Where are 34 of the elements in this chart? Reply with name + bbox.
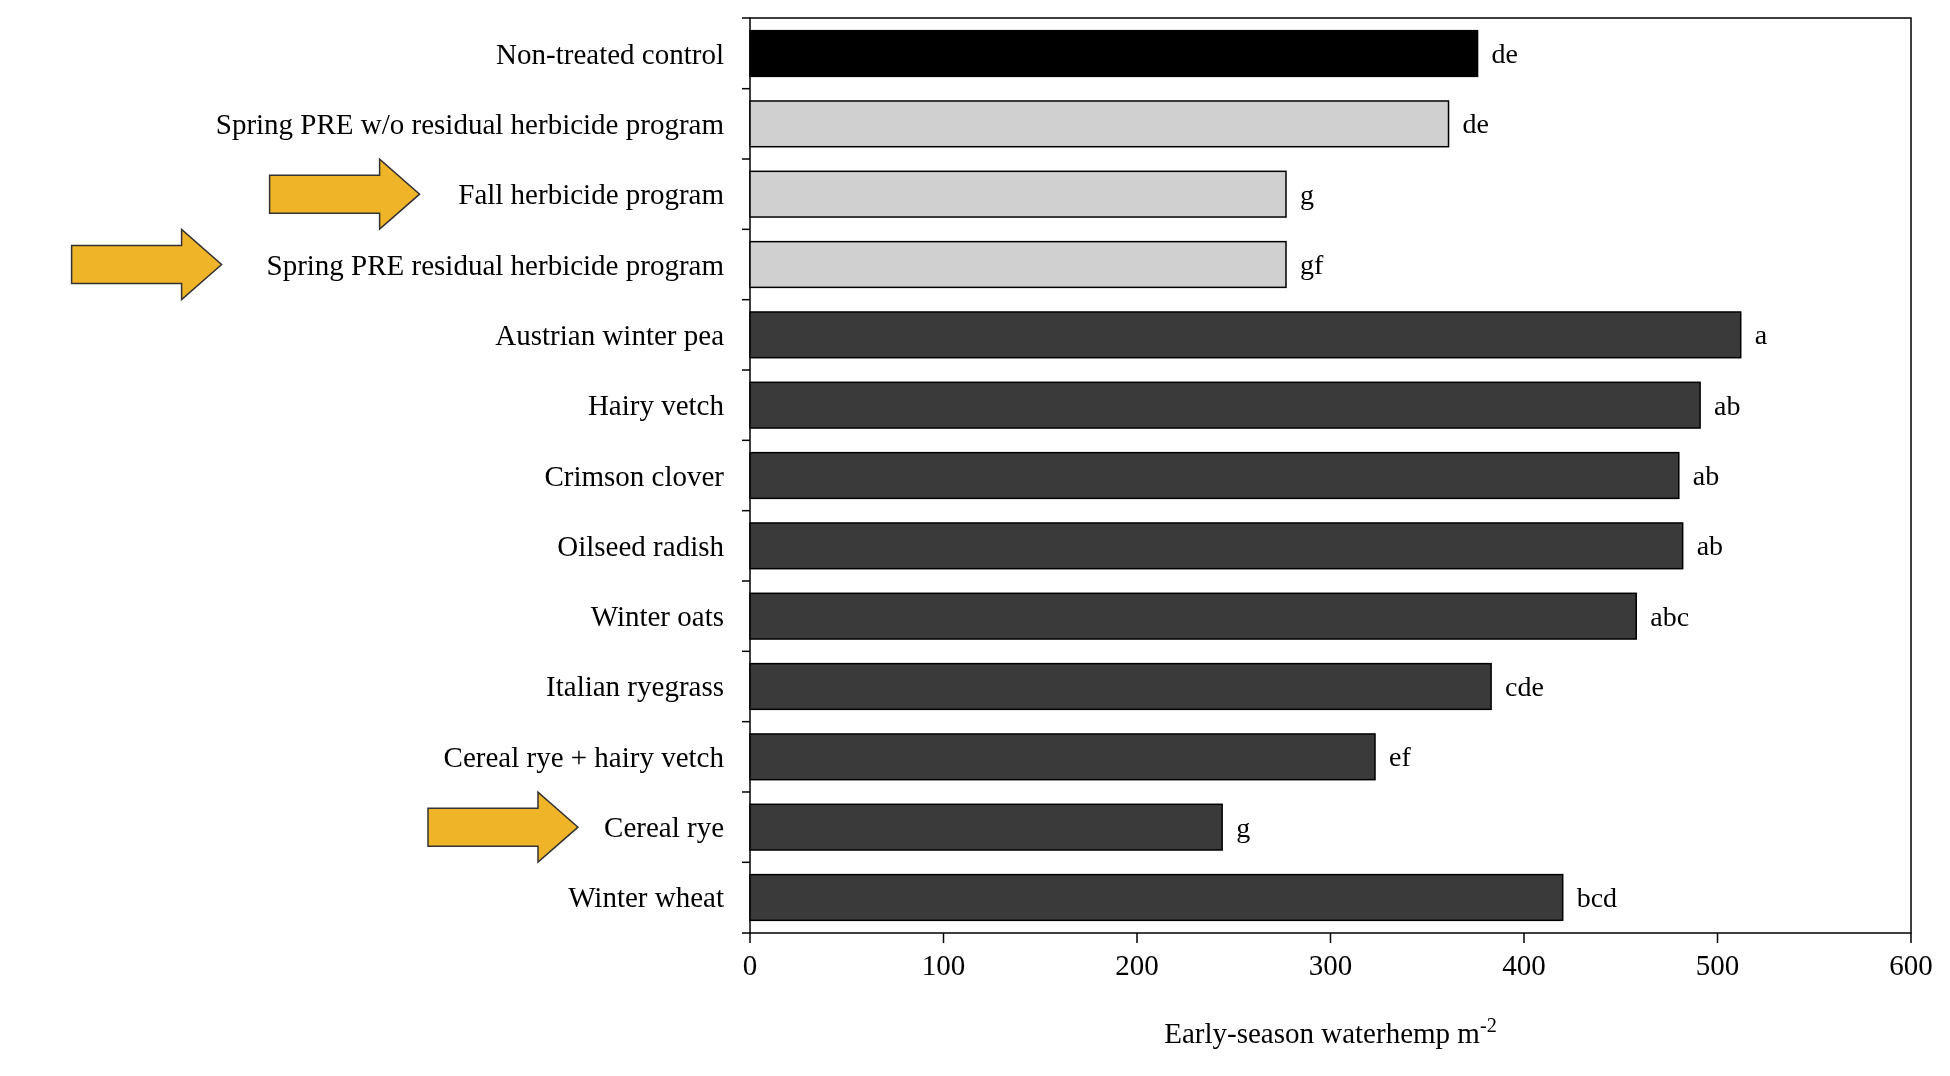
x-tick-label: 300 — [1308, 949, 1353, 981]
y-tick-label: Non-treated control — [496, 37, 724, 70]
y-tick-label: Austrian winter pea — [495, 318, 725, 351]
y-tick-label: Italian ryegrass — [546, 670, 724, 703]
data-label: a — [1754, 319, 1768, 351]
y-tick-label: Oilseed radish — [557, 529, 725, 562]
x-axis-title: Early-season waterhemp m$^{-2}$ — [1164, 1014, 1497, 1049]
y-tick-label: Winter wheat — [568, 881, 724, 914]
x-tick-label: 600 — [1889, 949, 1933, 981]
data-label: ef — [1389, 741, 1412, 773]
data-label: ab — [1714, 389, 1741, 421]
x-tick-label: 200 — [1115, 949, 1159, 981]
data-label: de — [1462, 108, 1489, 140]
data-label: gf — [1299, 249, 1324, 281]
x-tick-label: 0 — [742, 949, 758, 981]
data-label: bcd — [1576, 881, 1618, 913]
data-label: ab — [1692, 460, 1720, 491]
data-label: g — [1236, 811, 1251, 843]
data-label: cde — [1505, 670, 1544, 702]
y-tick-label: Spring PRE residual herbicide program — [266, 248, 725, 281]
x-tick-label: 100 — [921, 949, 966, 981]
data-label: ab — [1696, 530, 1724, 562]
y-tick-label: Fall herbicide program — [458, 178, 725, 211]
y-tick-label: Cereal rye — [604, 811, 724, 844]
y-tick-label: Cereal rye + hairy vetch — [443, 740, 725, 773]
data-label: g — [1299, 178, 1314, 210]
data-label: de — [1491, 38, 1518, 70]
y-tick-label: Winter oats — [590, 600, 724, 633]
x-tick-label: 500 — [1695, 949, 1740, 981]
y-tick-label: Hairy vetch — [587, 389, 725, 422]
y-tick-label: Spring PRE w/o residual herbicide program — [215, 107, 725, 140]
x-tick-label: 400 — [1502, 949, 1546, 981]
y-tick-label: Crimson clover — [544, 459, 725, 492]
data-label: abc — [1650, 600, 1690, 632]
